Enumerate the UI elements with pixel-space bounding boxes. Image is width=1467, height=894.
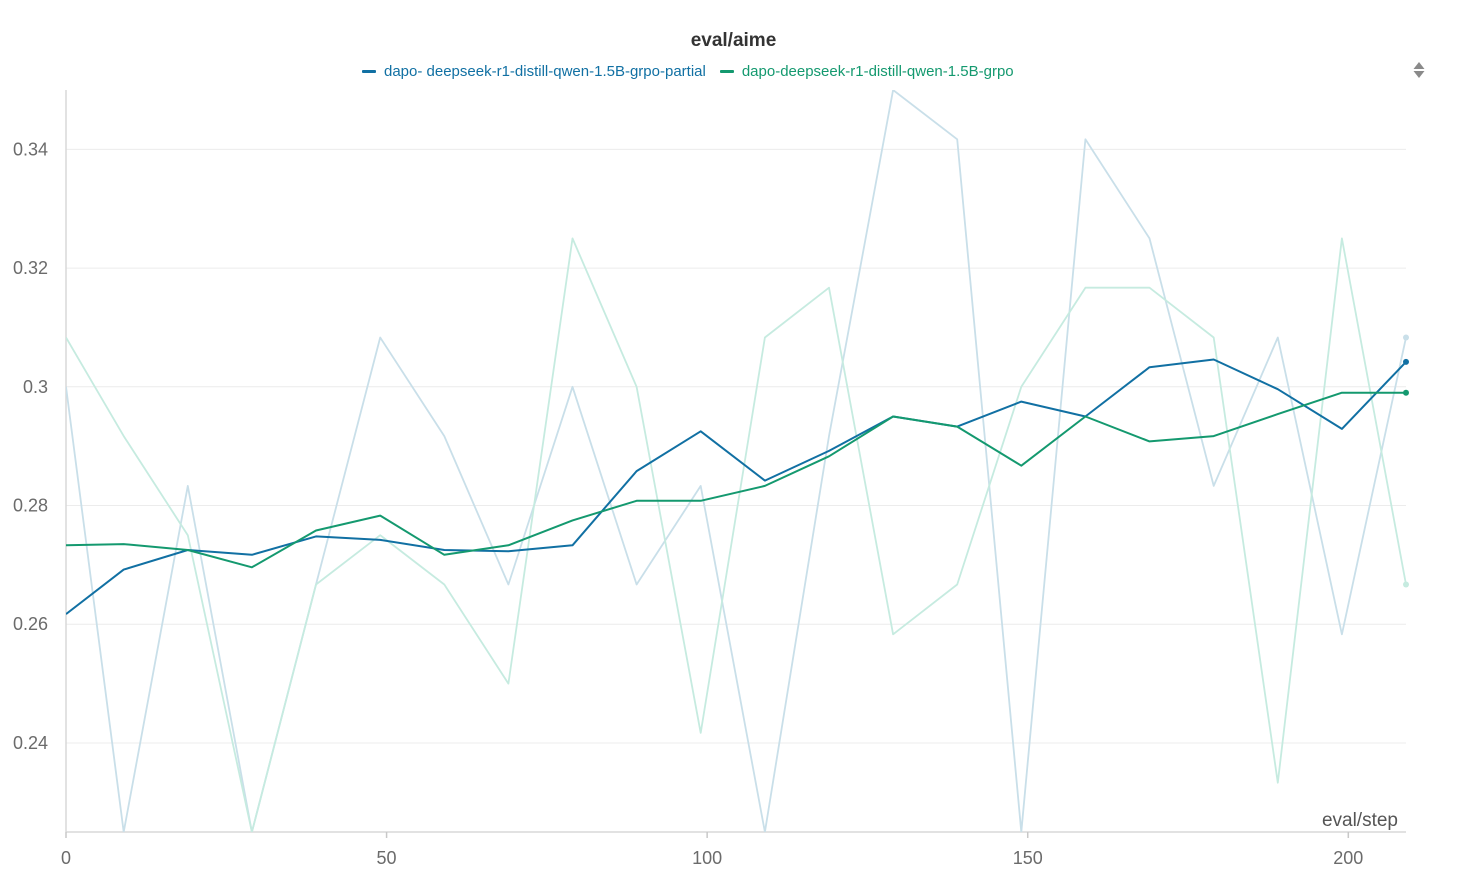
- y-tick-label: 0.32: [13, 258, 48, 278]
- legend-entry-partial[interactable]: dapo- deepseek-r1-distill-qwen-1.5B-grpo…: [362, 63, 706, 80]
- smoothed-line-series-1: [66, 391, 1406, 569]
- y-tick-label: 0.24: [13, 733, 48, 753]
- series-endpoints: [1403, 334, 1409, 588]
- x-tick-label: 50: [377, 848, 397, 868]
- smoothed-line-series-0: [66, 358, 1407, 615]
- x-tick-label: 100: [692, 848, 722, 868]
- y-tick-label: 0.3: [23, 377, 48, 397]
- legend-label-partial: dapo- deepseek-r1-distill-qwen-1.5B-grpo…: [384, 62, 706, 80]
- chart-title: eval/aime: [690, 30, 777, 51]
- legend-swatch-partial: [362, 69, 376, 73]
- grid-lines: [66, 148, 1406, 744]
- x-tick-label: 200: [1333, 848, 1363, 868]
- axes: [65, 90, 1406, 838]
- smoothed-series-lines: [66, 358, 1407, 615]
- sort-updown-icon[interactable]: [1411, 60, 1427, 80]
- smoothed-endpoint-series-1: [1403, 389, 1409, 396]
- y-tick-label: 0.28: [13, 496, 48, 516]
- raw-series-lines: [66, 90, 1407, 832]
- smoothed-endpoint-series-0: [1403, 358, 1409, 365]
- raw-line-series-1: [66, 237, 1407, 832]
- y-tick-labels: 0.24 0.26 0.28 0.3 0.32 0.34: [13, 139, 48, 753]
- legend-label-grpo: dapo-deepseek-r1-distill-qwen-1.5B-grpo: [741, 62, 1014, 80]
- x-tick-labels: 0 50 100 150 200: [61, 848, 1363, 868]
- x-tick-label: 150: [1013, 848, 1043, 868]
- legend: dapo- deepseek-r1-distill-qwen-1.5B-grpo…: [362, 61, 1028, 81]
- y-tick-label: 0.26: [13, 614, 48, 634]
- x-tick-label: 0: [61, 848, 71, 868]
- raw-endpoint-series-0: [1403, 334, 1409, 341]
- legend-entry-grpo[interactable]: dapo-deepseek-r1-distill-qwen-1.5B-grpo: [719, 62, 1014, 80]
- raw-endpoint-series-1: [1403, 581, 1409, 588]
- raw-line-series-0: [66, 90, 1407, 832]
- y-tick-label: 0.34: [13, 139, 48, 159]
- x-axis-label: eval/step: [1322, 810, 1398, 831]
- legend-swatch-grpo: [719, 69, 734, 73]
